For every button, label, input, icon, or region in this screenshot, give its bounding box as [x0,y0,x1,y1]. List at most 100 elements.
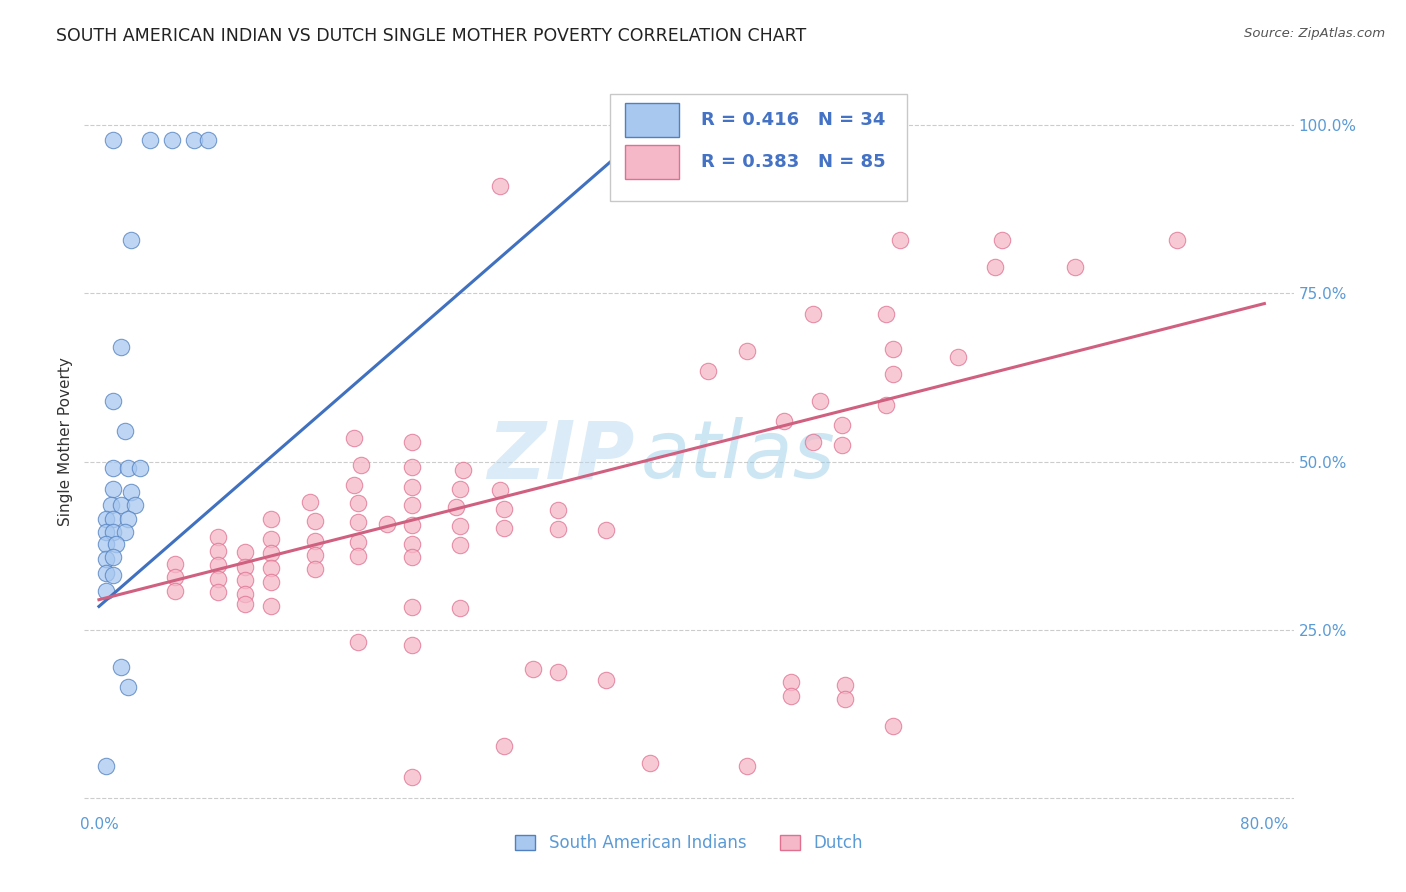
Point [401,770,423,784]
Point [117,512,139,526]
Point [522,662,544,676]
Point [808,394,831,409]
Point [96,525,118,540]
Point [183,133,205,147]
Point [233,573,256,587]
Point [100,499,122,513]
Point [197,133,219,147]
Point [110,660,132,674]
Point [103,525,125,540]
Point [260,512,283,526]
Point [801,434,824,449]
Text: R = 0.383   N = 85: R = 0.383 N = 85 [702,153,886,170]
Point [233,587,256,601]
Point [875,307,897,321]
Text: atlas: atlas [641,417,835,495]
FancyBboxPatch shape [624,145,679,178]
Point [401,537,423,551]
Point [350,458,373,472]
Point [638,756,661,771]
Point [991,233,1014,247]
Point [547,665,569,679]
Point [449,519,471,533]
Point [139,133,162,147]
Point [260,599,283,613]
Point [207,558,229,573]
Point [401,638,423,652]
Point [207,543,229,558]
Legend: South American Indians, Dutch: South American Indians, Dutch [509,828,869,859]
Point [948,351,970,365]
Point [875,398,897,412]
Point [772,414,794,428]
Point [103,482,125,496]
Point [233,598,256,612]
Point [347,516,370,530]
Point [401,499,423,513]
Point [401,518,423,533]
Point [114,525,136,540]
Point [260,574,283,589]
Point [449,601,471,615]
Point [304,562,326,576]
Text: SOUTH AMERICAN INDIAN VS DUTCH SINGLE MOTHER POVERTY CORRELATION CHART: SOUTH AMERICAN INDIAN VS DUTCH SINGLE MO… [56,27,807,45]
Point [401,460,423,475]
Point [831,417,853,432]
Point [103,567,125,582]
Point [110,499,132,513]
Point [834,678,856,692]
Point [299,495,322,509]
Point [163,584,186,599]
Text: R = 0.416   N = 34: R = 0.416 N = 34 [702,112,886,129]
Point [207,585,229,599]
Point [547,503,569,517]
Point [163,570,186,584]
Point [96,512,118,526]
Point [377,516,399,531]
Point [449,538,471,552]
Point [343,478,366,492]
Point [595,673,617,688]
Point [103,394,125,409]
Point [96,584,118,599]
Point [347,635,370,649]
Point [444,500,467,515]
Y-axis label: Single Mother Poverty: Single Mother Poverty [58,357,73,526]
Point [120,485,142,500]
Point [889,233,911,247]
Point [103,550,125,565]
Point [547,522,569,536]
Point [834,691,856,706]
Point [882,368,904,382]
Point [304,514,326,528]
Point [449,482,471,496]
Point [160,133,183,147]
Point [260,546,283,560]
Point [233,559,256,574]
Point [451,463,474,477]
Point [492,501,515,516]
Point [401,480,423,494]
Point [105,537,128,551]
FancyBboxPatch shape [610,94,907,201]
Point [696,364,718,378]
Point [831,438,853,452]
Point [96,759,118,773]
Text: ZIP: ZIP [486,417,634,495]
Point [347,535,370,549]
Point [207,572,229,586]
Point [780,675,803,690]
Point [641,133,664,147]
Point [780,689,803,703]
Point [984,260,1007,274]
Point [1064,260,1087,274]
Point [110,340,132,354]
Point [801,307,824,321]
Point [120,233,142,247]
Point [347,549,370,563]
Point [117,461,139,475]
Point [260,561,283,575]
Point [260,532,283,546]
Point [163,557,186,571]
Point [114,425,136,439]
